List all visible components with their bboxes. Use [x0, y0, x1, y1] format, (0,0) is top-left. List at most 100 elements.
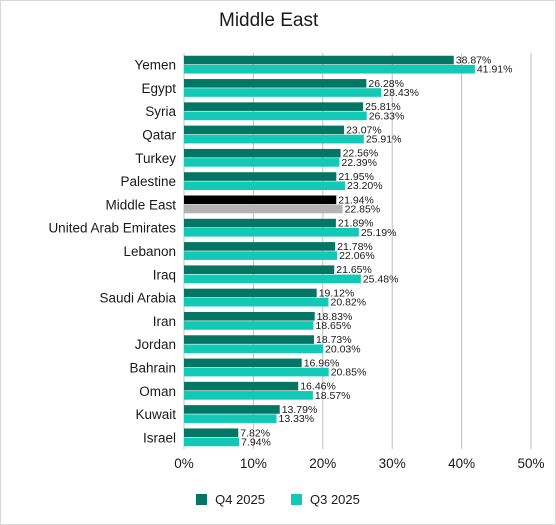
data-label-q3: 22.06% — [339, 250, 375, 262]
bar-q4 — [184, 79, 367, 88]
data-label-q4: 7.82% — [240, 427, 270, 439]
category-label: Yemen — [134, 58, 176, 73]
bar-q3 — [184, 367, 329, 377]
bar-q4 — [184, 428, 239, 438]
bar-q4 — [184, 405, 280, 414]
category-label: Qatar — [142, 128, 176, 143]
bar-q3 — [184, 181, 346, 191]
category-label: Iran — [153, 314, 176, 329]
data-label-q3: 22.85% — [345, 204, 381, 216]
bars — [184, 55, 475, 447]
data-label-q3: 7.94% — [241, 436, 271, 448]
bar-q4 — [184, 55, 454, 65]
bar-q4 — [184, 148, 341, 158]
data-label-q4: 23.07% — [346, 124, 382, 136]
data-label-q4: 21.94% — [338, 194, 374, 206]
category-label: Turkey — [135, 151, 176, 166]
data-label-q4: 16.46% — [300, 381, 336, 393]
data-label-q3: 26.33% — [369, 110, 405, 122]
bar-q4 — [184, 218, 336, 228]
bar-q4 — [184, 358, 302, 368]
data-label-q3: 23.20% — [347, 180, 383, 192]
bar-q3 — [184, 88, 382, 97]
x-tick-label: 30% — [379, 456, 406, 471]
bar-q3 — [184, 204, 343, 214]
category-label: Jordan — [135, 337, 176, 352]
bar-q3 — [184, 64, 475, 74]
bar-q4 — [184, 242, 336, 251]
bar-q4 — [184, 125, 345, 135]
data-label-q3: 25.19% — [361, 227, 397, 239]
bar-q4 — [184, 335, 314, 344]
data-label-q4: 18.83% — [317, 311, 353, 323]
data-label-q4: 26.28% — [368, 78, 404, 90]
legend-label-q4: Q4 2025 — [215, 492, 265, 507]
data-label-q3: 25.48% — [363, 273, 399, 285]
legend-item-q3: Q3 2025 — [291, 492, 360, 507]
data-label-q4: 21.89% — [338, 218, 374, 230]
bar-q3 — [184, 321, 314, 330]
bar-q3 — [184, 391, 313, 400]
bar-q3 — [184, 414, 277, 423]
category-label: Iraq — [153, 267, 176, 282]
data-label-q4: 21.65% — [336, 264, 372, 276]
data-label-q4: 13.79% — [282, 404, 318, 416]
data-label-q4: 21.95% — [338, 171, 374, 183]
data-label-q3: 22.39% — [341, 157, 377, 169]
bar-q4 — [184, 172, 337, 181]
bar-q3 — [184, 251, 338, 260]
data-label-q3: 18.57% — [315, 390, 351, 402]
data-label-q3: 25.91% — [366, 134, 402, 146]
x-axis-ticks: 0% 10% 20% 30% 40% 50% — [174, 456, 544, 471]
data-label-q4: 16.96% — [304, 357, 340, 369]
data-label-q4: 18.73% — [316, 334, 352, 346]
category-label: Lebanon — [123, 244, 176, 259]
data-label-q4: 38.87% — [456, 55, 492, 67]
category-label: Egypt — [141, 81, 176, 96]
category-labels: Yemen Egypt Syria Qatar Turkey Palestine Middl… — [48, 58, 176, 446]
data-label-q3: 13.33% — [279, 413, 315, 425]
bar-q4 — [184, 311, 315, 321]
data-label-q4: 21.78% — [337, 241, 373, 253]
bar-q3 — [184, 344, 324, 354]
x-tick-label: 50% — [517, 456, 544, 471]
legend-swatch-q3 — [291, 494, 302, 505]
data-label-q4: 19.12% — [319, 287, 355, 299]
category-label: Syria — [145, 104, 176, 119]
bar-q3 — [184, 274, 361, 284]
bar-q4 — [184, 195, 337, 205]
chart-title: Middle East — [219, 10, 319, 31]
bar-q4 — [184, 265, 335, 274]
data-label-q4: 25.81% — [365, 101, 401, 113]
data-label-q4: 22.56% — [343, 148, 379, 160]
category-label: Saudi Arabia — [99, 291, 176, 306]
data-label-q3: 20.03% — [325, 343, 361, 355]
category-label: United Arab Emirates — [48, 221, 176, 236]
category-label: Palestine — [120, 174, 176, 189]
legend-item-q4: Q4 2025 — [196, 492, 265, 507]
bar-q4 — [184, 288, 317, 298]
bar-q3 — [184, 297, 329, 307]
value-labels: 38.87%41.91% 26.28%28.43% 25.81%26.33% 23.0… — [240, 55, 512, 449]
bar-q3 — [184, 158, 340, 167]
legend-label-q3: Q3 2025 — [310, 492, 360, 507]
data-label-q3: 41.91% — [477, 64, 513, 76]
legend: Q4 2025 Q3 2025 — [0, 492, 556, 507]
bar-q3 — [184, 111, 367, 121]
x-tick-label: 20% — [309, 456, 336, 471]
bar-q4 — [184, 381, 299, 391]
data-label-q3: 20.82% — [330, 297, 366, 309]
x-tick-label: 40% — [448, 456, 475, 471]
category-label: Kuwait — [135, 407, 176, 422]
x-tick-label: 0% — [174, 456, 194, 471]
category-label: Oman — [139, 384, 176, 399]
data-label-q3: 18.65% — [315, 320, 351, 332]
category-label: Israel — [143, 430, 176, 445]
bar-q4 — [184, 102, 364, 111]
data-label-q3: 28.43% — [383, 87, 419, 99]
bar-q3 — [184, 134, 364, 144]
x-tick-label: 10% — [240, 456, 267, 471]
bar-q3 — [184, 437, 240, 447]
data-label-q3: 20.85% — [331, 367, 367, 379]
